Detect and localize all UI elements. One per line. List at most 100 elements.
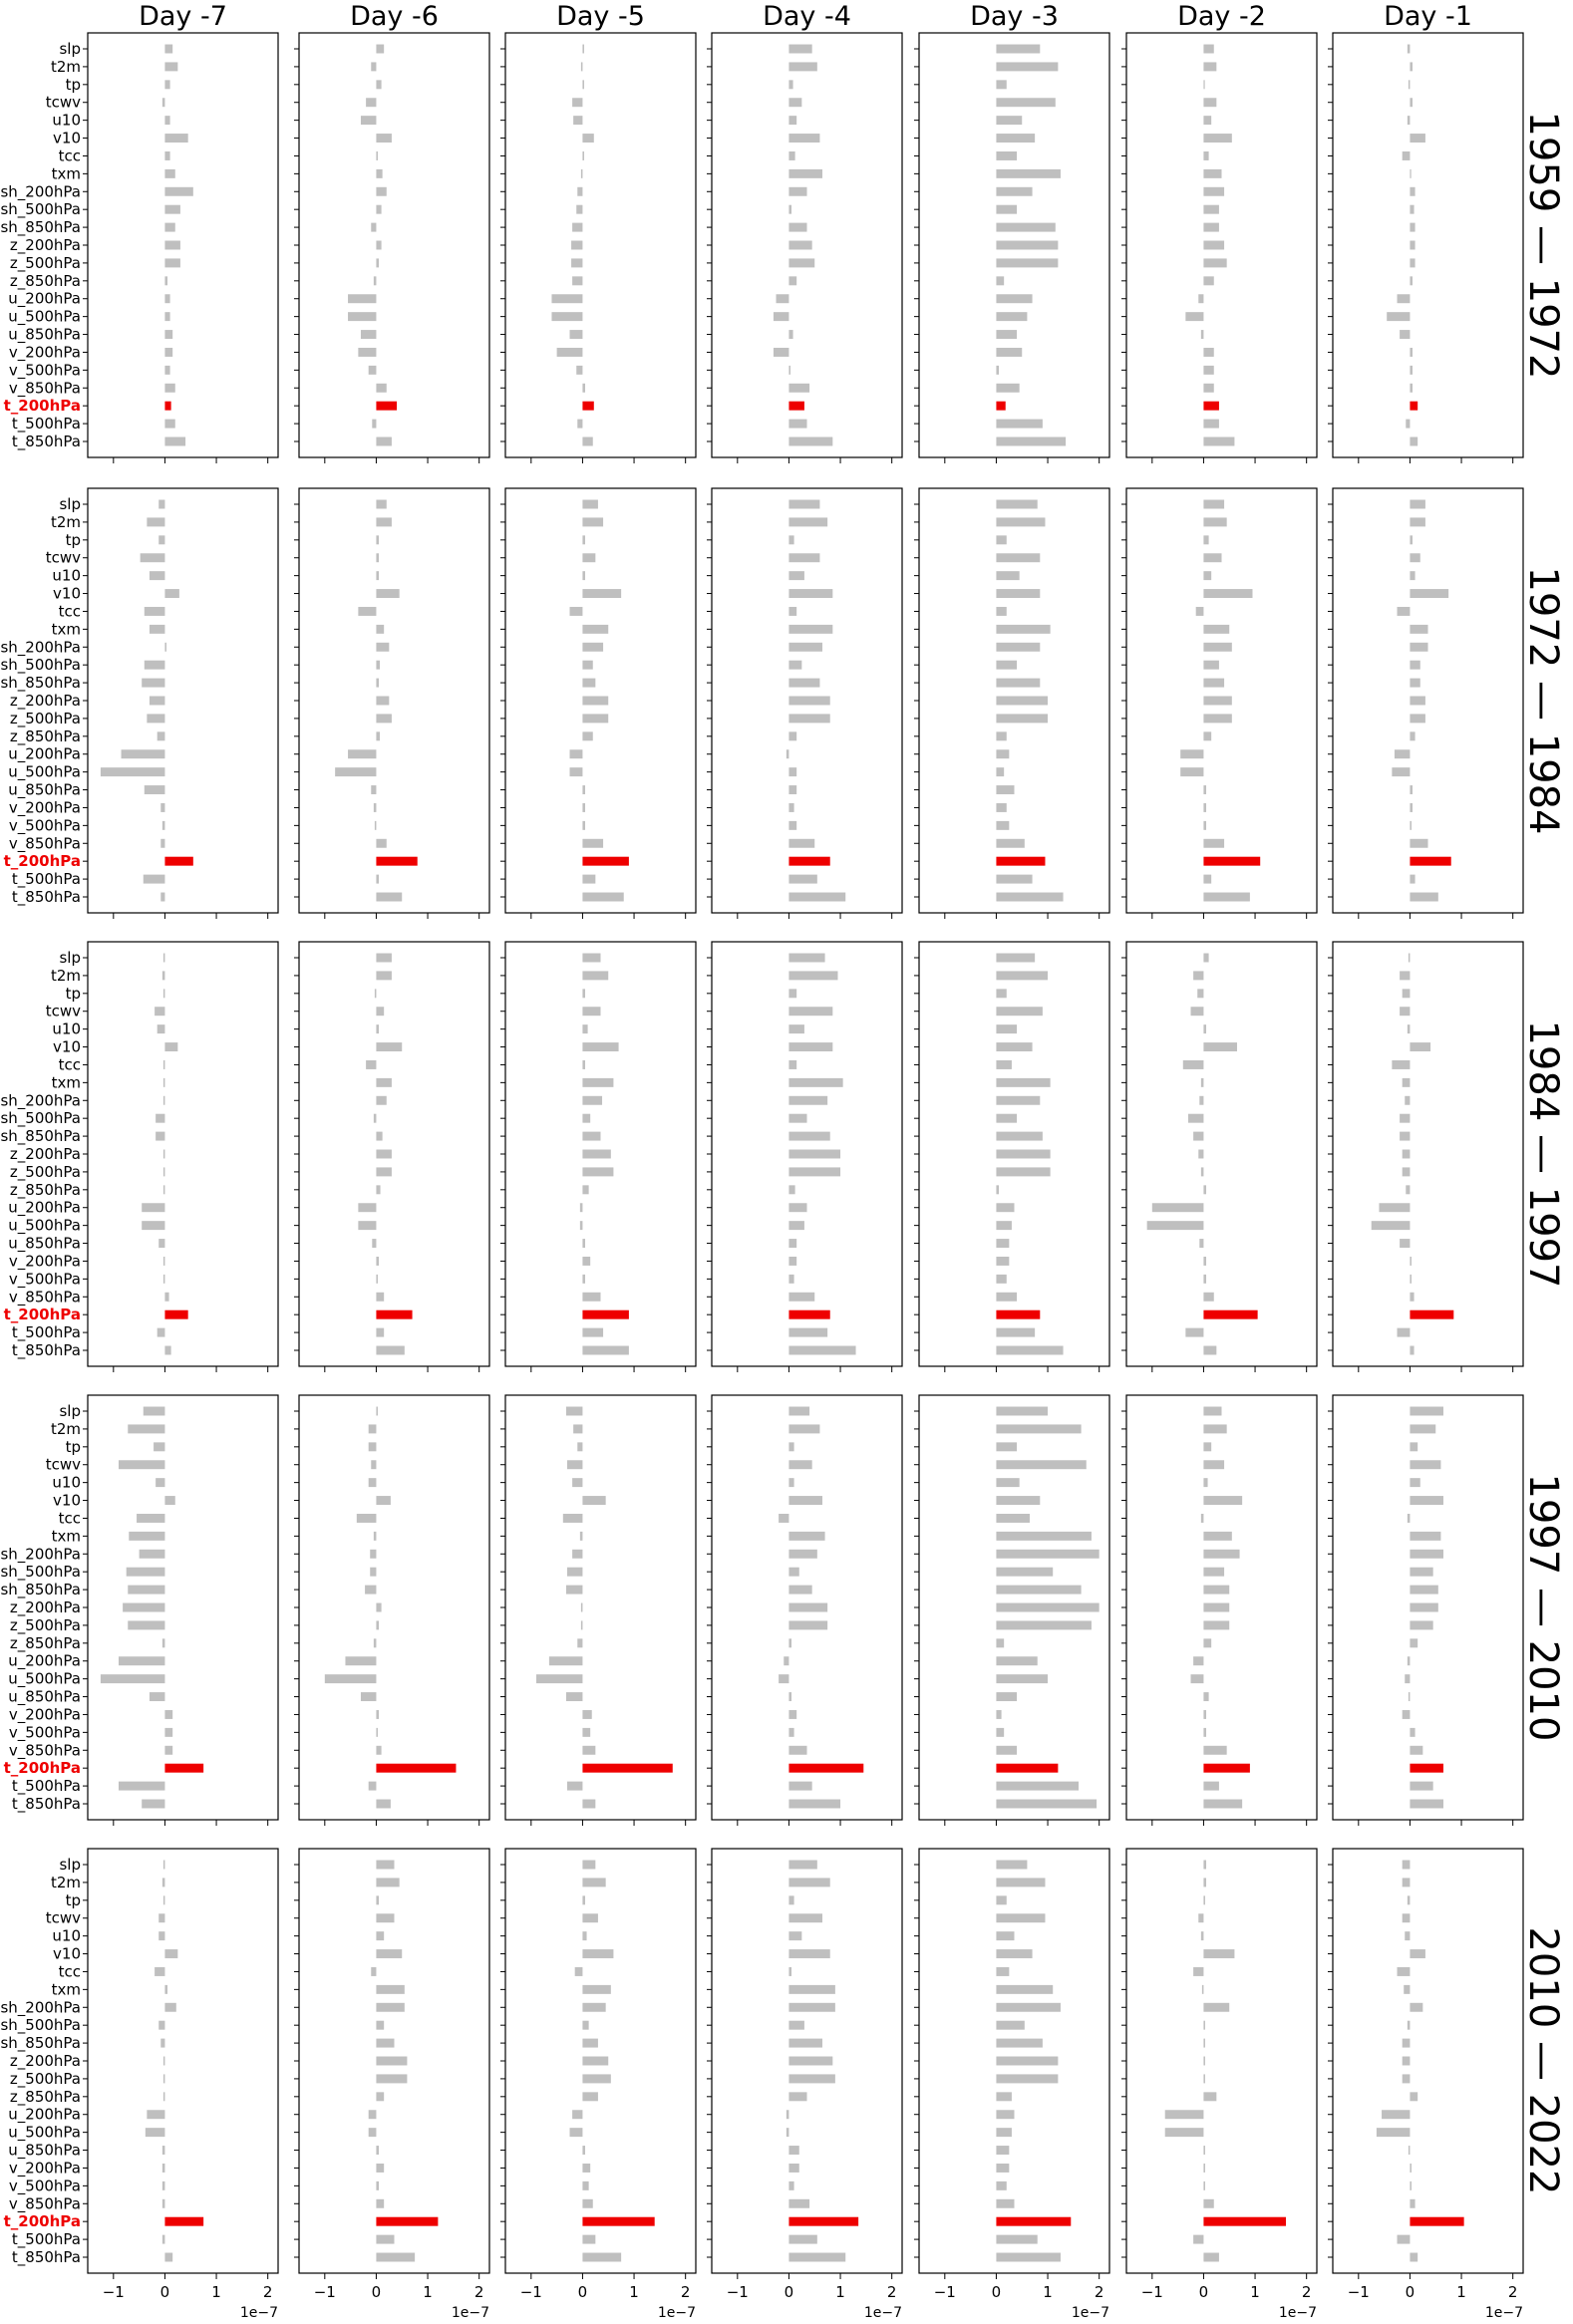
bar-tp-r0-c1	[376, 80, 382, 90]
bar-v10-r0-c1	[376, 134, 392, 144]
bar-z_500hPa-r4-c6	[1402, 2074, 1411, 2084]
bar-v_200hPa-r0-c4	[996, 347, 1023, 357]
row-title-1: 1972 — 1984	[1520, 566, 1566, 834]
bar-t2m-r3-c5	[1203, 1424, 1227, 1434]
bar-v_850hPa-r0-c5	[1203, 383, 1214, 393]
bar-v_200hPa-r0-c2	[556, 347, 583, 357]
bar-u_850hPa-r3-c3	[788, 1692, 792, 1702]
bar-sh_200hPa-r3-c5	[1203, 1549, 1240, 1559]
bar-t_500hPa-r3-c2	[566, 1781, 583, 1791]
column-title-1: Day -6	[350, 1, 439, 32]
bar-t_850hPa-r2-c0	[164, 1345, 171, 1355]
panel-frame-r3-c1	[298, 1394, 490, 1821]
bar-txm-r1-c5	[1203, 624, 1230, 634]
bar-v10-r0-c5	[1203, 134, 1232, 144]
bar-u10-r2-c1	[376, 1024, 380, 1034]
bar-v_200hPa-r1-c1	[373, 802, 377, 812]
bar-v10-r2-c6	[1410, 1042, 1431, 1052]
bar-u_850hPa-r0-c4	[996, 330, 1018, 340]
y-tick-label-v_200hPa: v_200hPa	[9, 2159, 81, 2178]
bar-v_200hPa-r3-c0	[164, 1709, 173, 1719]
bar-v10-r4-c2	[582, 1949, 614, 1959]
bar-t_850hPa-r3-c1	[376, 1799, 391, 1809]
y-tick-label-sh_500hPa: sh_500hPa	[0, 656, 81, 675]
bar-tp-r0-c2	[582, 80, 584, 90]
bar-v_200hPa-r2-c6	[1410, 1256, 1412, 1266]
bar-z_500hPa-r4-c1	[376, 2074, 408, 2084]
bar-z_500hPa-r0-c2	[571, 258, 583, 268]
bar-z_500hPa-r1-c0	[147, 714, 165, 724]
bar-v_850hPa-r0-c4	[996, 383, 1020, 393]
x-tick-label: 0	[992, 2283, 1002, 2301]
bar-tp-r3-c3	[788, 1442, 794, 1452]
bar-u10-r1-c2	[582, 571, 586, 581]
bar-tcwv-r2-c4	[996, 1007, 1043, 1017]
bar-sh_500hPa-r2-c3	[788, 1113, 807, 1123]
bar-z_850hPa-r4-c4	[996, 2092, 1012, 2102]
bar-tp-r3-c1	[368, 1442, 377, 1452]
bar-sh_200hPa-r1-c6	[1410, 642, 1428, 652]
bar-tp-r1-c6	[1410, 535, 1414, 545]
bar-z_850hPa-r4-c6	[1410, 2092, 1418, 2102]
y-tick-label-tp: tp	[66, 1891, 81, 1909]
bar-tcc-r1-c4	[996, 606, 1007, 616]
y-tick-label-z_200hPa: z_200hPa	[10, 2052, 81, 2071]
bar-z_500hPa-r4-c2	[582, 2074, 611, 2084]
bar-slp-r0-c5	[1203, 44, 1214, 54]
bar-t_200hPa-r2-c2	[582, 1309, 629, 1319]
bar-u_500hPa-r3-c4	[996, 1674, 1049, 1684]
bar-slp-r1-c5	[1203, 499, 1225, 509]
bar-slp-r0-c3	[788, 44, 812, 54]
bar-z_200hPa-r1-c3	[788, 696, 830, 706]
bar-u10-r0-c2	[573, 116, 583, 126]
bar-tcwv-r4-c4	[996, 1913, 1046, 1923]
y-tick-label-u_850hPa: u_850hPa	[8, 781, 81, 800]
bar-t2m-r4-c1	[376, 1878, 400, 1888]
bar-t_500hPa-r0-c2	[577, 419, 583, 429]
bar-sh_500hPa-r2-c2	[582, 1113, 591, 1123]
bar-t_500hPa-r1-c6	[1410, 874, 1416, 884]
bar-z_850hPa-r1-c0	[157, 731, 165, 741]
bar-v_200hPa-r1-c6	[1410, 802, 1414, 812]
y-tick-label-z_200hPa: z_200hPa	[10, 236, 81, 255]
bar-t_850hPa-r4-c6	[1410, 2252, 1418, 2262]
bar-v10-r3-c4	[996, 1496, 1041, 1506]
bar-tcc-r3-c6	[1407, 1513, 1411, 1523]
bar-sh_500hPa-r4-c4	[996, 2020, 1025, 2030]
bar-v10-r1-c2	[582, 589, 622, 599]
x-tick-label: −1	[314, 2283, 336, 2301]
bar-t2m-r2-c1	[376, 971, 392, 981]
bar-tp-r4-c0	[162, 1895, 165, 1905]
bar-v_200hPa-r2-c0	[162, 1256, 165, 1266]
bar-sh_850hPa-r2-c5	[1193, 1131, 1204, 1141]
bar-u_500hPa-r3-c6	[1405, 1674, 1411, 1684]
bar-v_200hPa-r0-c0	[164, 347, 173, 357]
bar-z_500hPa-r2-c3	[788, 1167, 841, 1177]
bar-t2m-r1-c1	[376, 517, 392, 527]
bar-z_500hPa-r4-c0	[162, 2074, 165, 2084]
bar-v_500hPa-r3-c4	[996, 1727, 1005, 1737]
bar-z_850hPa-r0-c5	[1203, 276, 1214, 286]
x-tick-label: 1	[1250, 2283, 1260, 2301]
y-tick-label-slp: slp	[59, 495, 81, 513]
bar-u_200hPa-r3-c0	[118, 1656, 165, 1666]
bar-t_200hPa-r4-c0	[164, 2216, 204, 2226]
bar-u_500hPa-r3-c3	[779, 1674, 789, 1684]
bar-tcwv-r1-c3	[788, 553, 820, 563]
bar-tcc-r2-c5	[1182, 1059, 1204, 1069]
bar-sh_200hPa-r1-c4	[996, 642, 1041, 652]
bar-t_200hPa-r2-c5	[1203, 1309, 1258, 1319]
bar-z_200hPa-r2-c4	[996, 1149, 1051, 1159]
bar-v10-r1-c3	[788, 589, 833, 599]
bar-txm-r2-c6	[1402, 1077, 1411, 1087]
bar-sh_850hPa-r3-c2	[565, 1585, 583, 1595]
bar-sh_850hPa-r4-c4	[996, 2038, 1043, 2048]
bar-slp-r3-c1	[376, 1406, 378, 1416]
bar-t_200hPa-r2-c6	[1410, 1309, 1454, 1319]
bar-t2m-r2-c5	[1193, 971, 1204, 981]
bar-sh_200hPa-r1-c2	[582, 642, 604, 652]
bar-t_850hPa-r2-c6	[1410, 1345, 1415, 1355]
bar-sh_850hPa-r4-c0	[160, 2038, 165, 2048]
bar-t_500hPa-r3-c3	[788, 1781, 812, 1791]
bar-u_200hPa-r4-c2	[572, 2110, 583, 2120]
